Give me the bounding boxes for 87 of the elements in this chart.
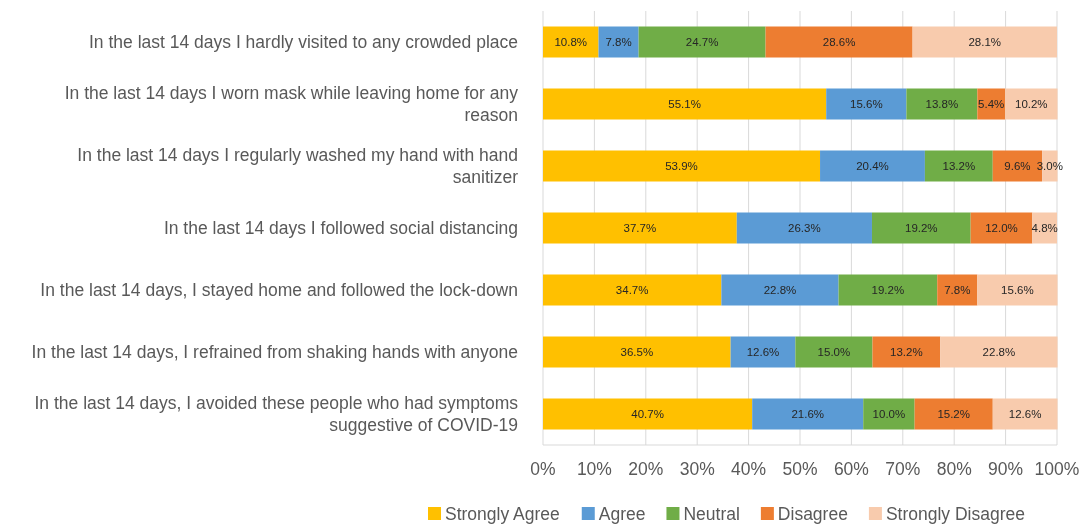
data-label: 22.8% — [982, 346, 1016, 359]
data-label: 55.1% — [668, 98, 701, 111]
data-label: 19.2% — [905, 222, 938, 235]
bar — [752, 398, 864, 430]
bar — [730, 336, 796, 368]
bar — [765, 26, 913, 58]
bar — [543, 336, 731, 368]
legend-label: Neutral — [683, 503, 740, 524]
data-label: 40.7% — [631, 408, 664, 421]
x-tick-label: 90% — [988, 459, 1024, 480]
y-tick-label: In the last 14 days, I avoided these people who had symptoms suggestive of COVID-19 — [34, 393, 519, 436]
data-label: 19.2% — [871, 284, 905, 297]
data-label: 10.2% — [1015, 98, 1048, 111]
data-label: 34.7% — [615, 284, 649, 297]
legend-label: Agree — [598, 503, 646, 524]
data-label: 10.0% — [872, 408, 906, 421]
data-label: 7.8% — [944, 284, 971, 297]
bar — [598, 26, 639, 58]
y-tick-label: In the last 14 days I regularly washed my hand with hand sanitizer — [77, 145, 519, 188]
data-label: 5.4% — [978, 98, 1005, 111]
data-label: 15.6% — [1001, 284, 1034, 297]
bar — [906, 88, 978, 120]
bar — [970, 212, 1033, 244]
bar — [863, 398, 915, 430]
bar — [992, 398, 1058, 430]
bar — [940, 336, 1058, 368]
x-tick-label: 80% — [936, 459, 972, 480]
x-tick-label: 60% — [833, 459, 869, 480]
data-label: 10.8% — [554, 36, 588, 49]
data-label: 28.1% — [968, 36, 1002, 49]
bar — [543, 274, 722, 306]
data-label: 13.2% — [942, 160, 976, 173]
y-tick-label: In the last 14 days I worn mask while leaving home for any reason — [64, 83, 519, 126]
data-label: 24.7% — [685, 36, 719, 49]
bar — [543, 398, 753, 430]
y-tick-label: In the last 14 days, I stayed home and followed the lock-down — [40, 280, 518, 301]
data-label: 21.6% — [791, 408, 825, 421]
bar — [912, 26, 1057, 58]
bar — [872, 336, 941, 368]
y-tick-label: In the last 14 days I hardly visited to any crowded place — [89, 32, 518, 53]
data-label: 13.2% — [890, 346, 923, 359]
x-tick-label: 20% — [628, 459, 664, 480]
data-label: 26.3% — [788, 222, 821, 235]
data-label: 15.6% — [850, 98, 883, 111]
legend-label: Strongly Disagree — [885, 503, 1026, 524]
data-label: 15.0% — [817, 346, 851, 359]
bar — [638, 26, 766, 58]
bar — [1005, 88, 1058, 120]
bar — [820, 150, 925, 182]
legend-label: Strongly Agree — [445, 503, 560, 524]
x-tick-label: 50% — [782, 459, 818, 480]
bar — [937, 274, 978, 306]
data-label: 53.9% — [665, 160, 698, 173]
bar — [838, 274, 938, 306]
bar — [543, 212, 737, 244]
x-tick-label: 0% — [530, 459, 556, 480]
bar — [977, 274, 1058, 306]
x-tick-label: 30% — [679, 459, 715, 480]
bar — [543, 150, 821, 182]
data-label: 37.7% — [623, 222, 657, 235]
data-label: 15.2% — [937, 408, 970, 421]
data-label: 13.8% — [925, 98, 959, 111]
data-label: 7.8% — [605, 36, 632, 49]
y-tick-label: In the last 14 days I followed social distancing — [163, 218, 518, 239]
bar — [826, 88, 907, 120]
bar — [871, 212, 971, 244]
bar — [795, 336, 873, 368]
data-label: 20.4% — [856, 160, 889, 173]
bar — [721, 274, 839, 306]
x-tick-label: 40% — [731, 459, 767, 480]
bar — [736, 212, 872, 244]
x-tick-label: 100% — [1034, 459, 1080, 480]
bar — [924, 150, 993, 182]
data-label: 9.6% — [1004, 160, 1031, 173]
data-label: 12.0% — [985, 222, 1018, 235]
bar — [543, 88, 827, 120]
x-tick-label: 10% — [576, 459, 612, 480]
x-tick-label: 70% — [885, 459, 921, 480]
bar — [914, 398, 993, 430]
bar — [543, 26, 599, 58]
data-label: 28.6% — [822, 36, 856, 49]
data-label: 12.6% — [1008, 408, 1042, 421]
data-label: 22.8% — [763, 284, 797, 297]
data-label: 12.6% — [746, 346, 780, 359]
data-label: 36.5% — [620, 346, 654, 359]
y-tick-label: In the last 14 days, I refrained from shaking hands with anyone — [31, 342, 518, 363]
legend-label: Disagree — [777, 503, 848, 524]
